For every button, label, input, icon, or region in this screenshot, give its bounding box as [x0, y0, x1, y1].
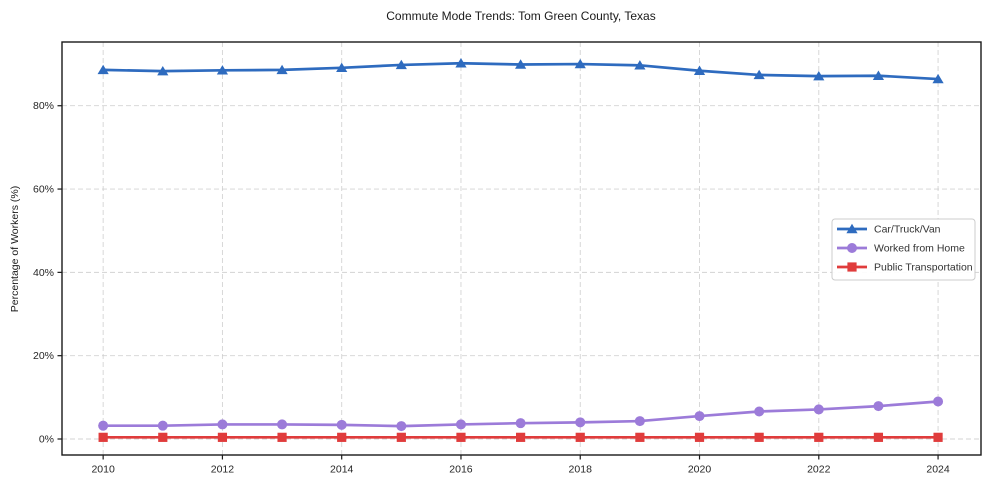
- legend-label-worked-from-home: Worked from Home: [874, 242, 965, 254]
- data-point-worked-from-home-2017: [515, 418, 526, 429]
- data-point-public-transportation-2010: [98, 432, 108, 442]
- plot-border: [61, 41, 982, 456]
- y-tick-label-40: 40%: [33, 267, 54, 279]
- data-point-car-truck-van-2015: [395, 59, 407, 70]
- legend-marker-worked-from-home: [847, 243, 857, 253]
- data-point-worked-from-home-2022: [813, 404, 824, 415]
- legend-label-public-transportation: Public Transportation: [874, 261, 973, 273]
- legend-label-car-truck-van: Car/Truck/Van: [874, 223, 941, 235]
- data-point-public-transportation-2022: [814, 432, 824, 442]
- data-point-car-truck-van-2016: [455, 58, 467, 68]
- data-point-public-transportation-2018: [575, 432, 585, 442]
- data-point-worked-from-home-2012: [217, 419, 228, 430]
- data-point-car-truck-van-2021: [753, 69, 765, 80]
- data-point-public-transportation-2012: [217, 432, 228, 442]
- data-point-worked-from-home-2019: [634, 416, 645, 427]
- data-point-public-transportation-2015: [396, 432, 406, 442]
- data-point-worked-from-home-2023: [873, 401, 884, 412]
- legend-marker-car-truck-van: [846, 223, 858, 234]
- x-tick-label-2016: 2016: [449, 464, 473, 476]
- y-tick-label-0: 0%: [39, 433, 54, 445]
- data-point-public-transportation-2014: [337, 432, 347, 442]
- data-point-public-transportation-2011: [158, 432, 168, 442]
- data-point-car-truck-van-2011: [157, 65, 169, 76]
- data-point-worked-from-home-2024: [933, 396, 944, 407]
- data-point-car-truck-van-2018: [574, 58, 586, 69]
- data-point-car-truck-van-2023: [872, 70, 885, 80]
- data-point-worked-from-home-2016: [455, 419, 466, 430]
- data-point-car-truck-van-2020: [693, 65, 706, 75]
- data-point-car-truck-van-2014: [336, 62, 348, 73]
- y-axis-label: Percentage of Workers (%): [9, 185, 21, 313]
- data-point-public-transportation-2024: [933, 432, 943, 442]
- data-point-worked-from-home-2010: [98, 420, 109, 431]
- x-tick-label-2024: 2024: [926, 464, 950, 476]
- x-tick-label-2022: 2022: [807, 464, 831, 476]
- data-point-public-transportation-2019: [635, 432, 645, 442]
- data-point-car-truck-van-2017: [515, 59, 527, 69]
- chart-title: Commute Mode Trends: Tom Green County, T…: [386, 9, 656, 23]
- data-point-public-transportation-2021: [754, 432, 764, 442]
- data-point-worked-from-home-2020: [694, 411, 705, 422]
- y-tick-label-80: 80%: [33, 100, 54, 112]
- data-point-worked-from-home-2015: [396, 421, 407, 432]
- data-point-worked-from-home-2014: [336, 419, 347, 430]
- x-tick-label-2012: 2012: [211, 464, 235, 476]
- data-point-car-truck-van-2013: [276, 64, 288, 75]
- x-tick-label-2020: 2020: [688, 464, 712, 476]
- data-point-worked-from-home-2018: [575, 417, 586, 428]
- data-point-public-transportation-2023: [873, 432, 884, 442]
- data-point-public-transportation-2017: [516, 432, 526, 442]
- data-point-worked-from-home-2011: [157, 420, 168, 431]
- data-point-car-truck-van-2010: [97, 64, 109, 75]
- x-tick-label-2018: 2018: [569, 464, 593, 476]
- y-tick-label-20: 20%: [33, 350, 54, 362]
- data-point-car-truck-van-2019: [634, 60, 646, 70]
- data-point-worked-from-home-2013: [277, 419, 288, 430]
- legend-marker-public-transportation: [847, 262, 857, 272]
- legend-box: [831, 218, 976, 281]
- data-point-car-truck-van-2012: [216, 65, 229, 75]
- x-tick-label-2014: 2014: [330, 464, 354, 476]
- data-point-public-transportation-2016: [456, 432, 466, 442]
- y-tick-label-60: 60%: [33, 184, 54, 196]
- data-point-worked-from-home-2021: [754, 406, 765, 417]
- data-point-car-truck-van-2022: [813, 70, 825, 81]
- data-point-public-transportation-2013: [277, 432, 287, 442]
- data-point-public-transportation-2020: [694, 432, 705, 442]
- x-tick-label-2010: 2010: [91, 464, 115, 476]
- data-point-car-truck-van-2024: [932, 73, 944, 84]
